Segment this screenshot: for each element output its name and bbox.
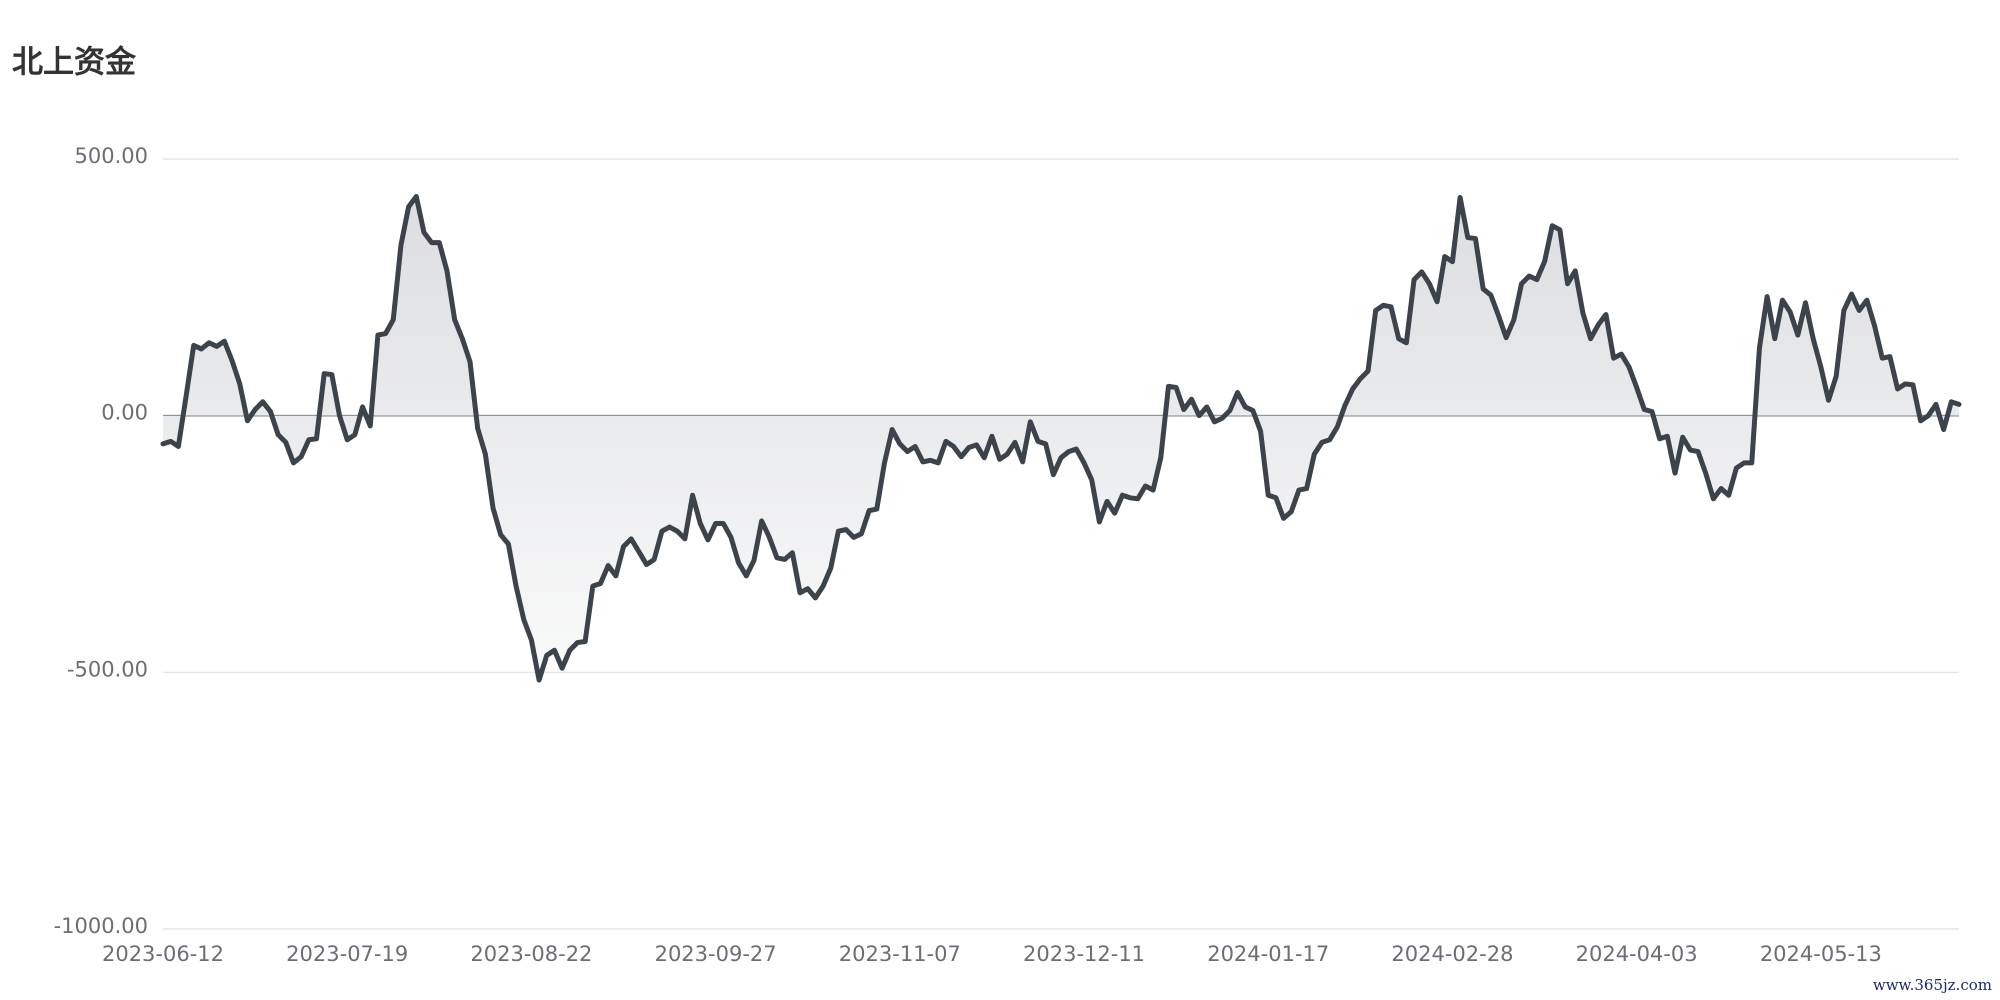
x-tick-label: 2024-02-28 <box>1391 942 1513 966</box>
x-tick-label: 2023-07-19 <box>286 942 408 966</box>
chart-title: 北上资金 <box>12 45 137 81</box>
x-tick-label: 2023-06-12 <box>102 942 224 966</box>
y-tick-label: -1000.00 <box>54 914 148 938</box>
y-tick-label: -500.00 <box>67 657 148 681</box>
x-tick-label: 2023-12-11 <box>1023 942 1145 966</box>
x-tick-label: 2023-11-07 <box>839 942 961 966</box>
x-tick-label: 2023-09-27 <box>655 942 777 966</box>
x-tick-label: 2024-05-13 <box>1760 942 1882 966</box>
watermark: www.365jz.com <box>1873 976 1992 994</box>
y-tick-label: 500.00 <box>75 144 148 168</box>
x-tick-label: 2024-01-17 <box>1207 942 1329 966</box>
y-tick-label: 0.00 <box>101 401 148 425</box>
x-tick-label: 2023-08-22 <box>470 942 592 966</box>
line <box>160 193 1962 683</box>
area <box>163 196 1959 681</box>
x-tick-label: 2024-04-03 <box>1576 942 1698 966</box>
